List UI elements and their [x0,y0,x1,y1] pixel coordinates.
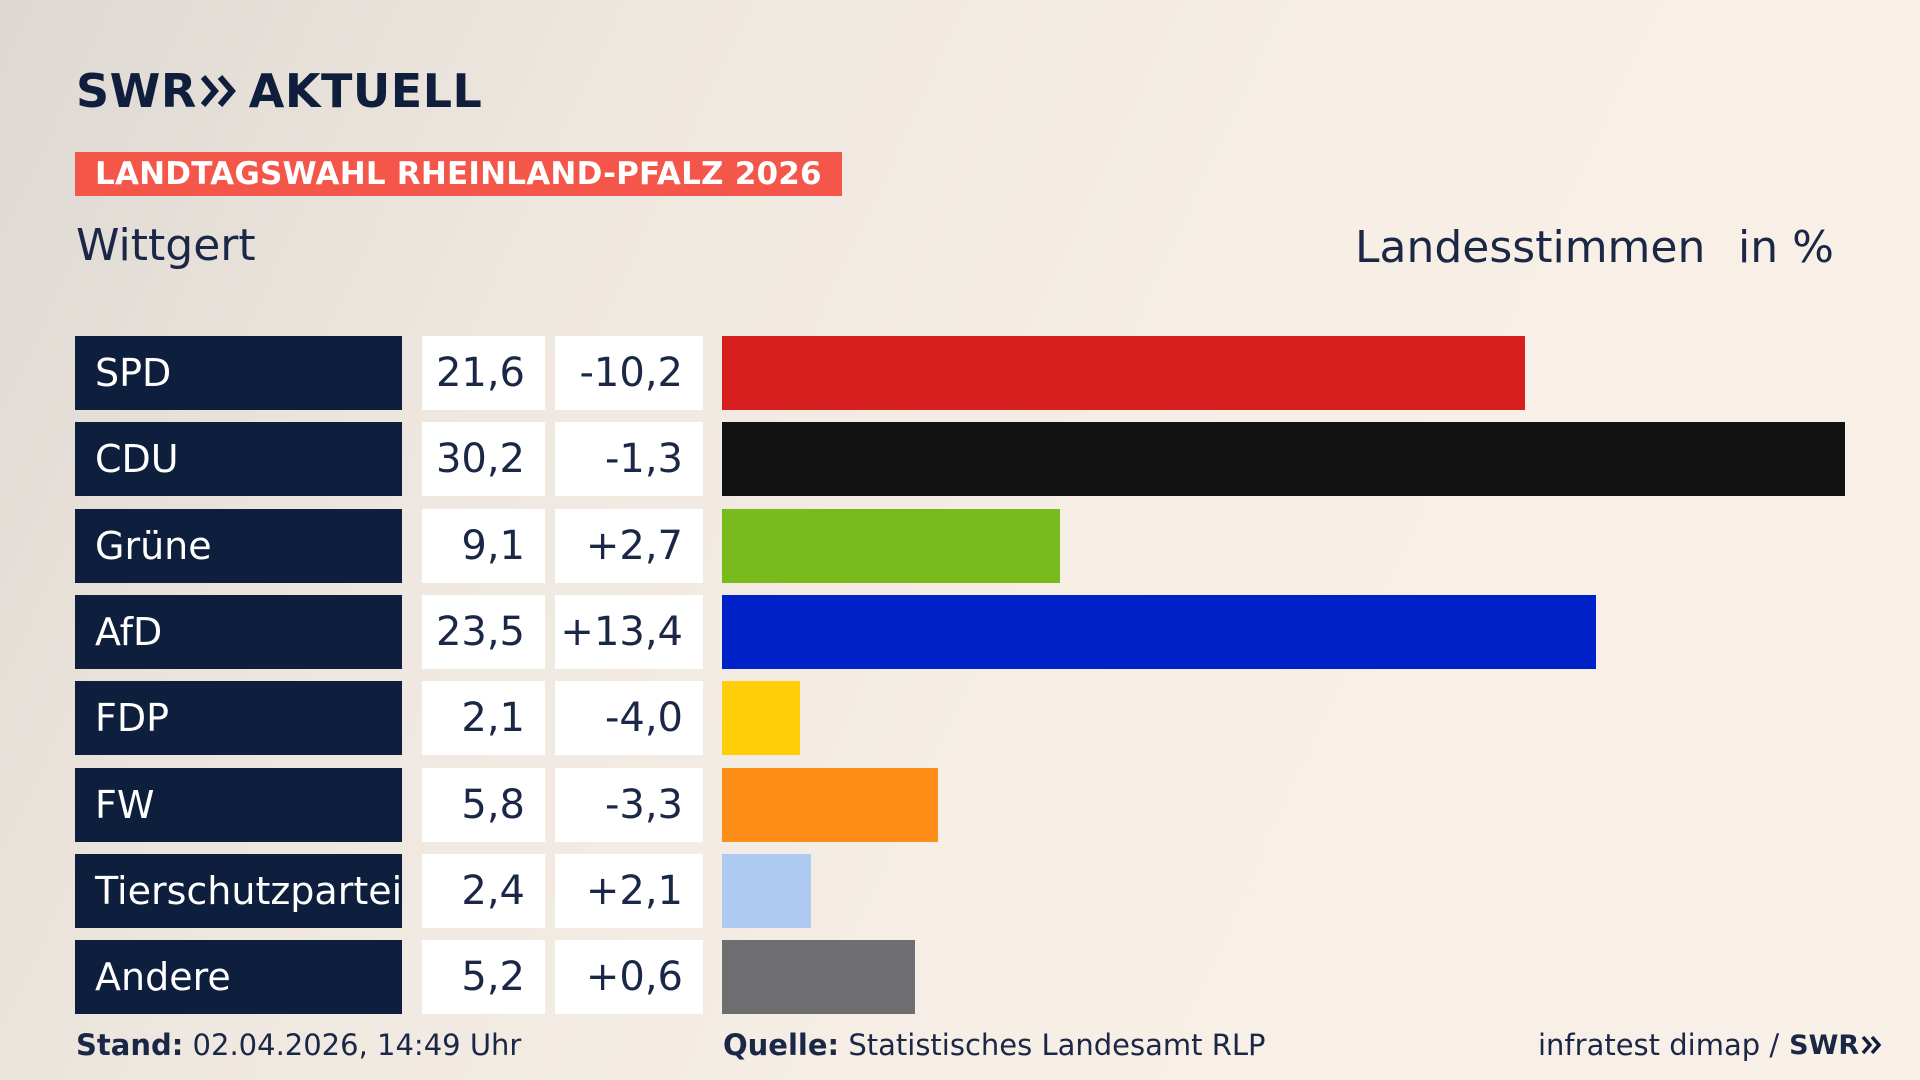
credit-text: infratest dimap / [1538,1028,1780,1062]
double-chevron-icon [1861,1035,1882,1055]
bar [722,336,1526,410]
logo-aktuell-text: AKTUELL [248,64,483,118]
vote-change-value: +13,4 [555,594,703,669]
place-title: Wittgert [76,220,256,271]
vote-change-value: +0,6 [555,940,703,1015]
source-value: Statistisches Landesamt RLP [839,1028,1266,1062]
party-label: FW [75,767,402,842]
bar [722,767,938,842]
stand-label: Stand: [76,1028,184,1062]
party-label: Tierschutzpartei [75,853,402,928]
timestamp: Stand: 02.04.2026, 14:49 Uhr [76,1028,521,1062]
party-label: Andere [75,940,402,1015]
swr-aktuell-logo: SWR AKTUELL [76,64,482,118]
vote-share-value: 9,1 [422,508,545,583]
vote-change-value: +2,7 [555,508,703,583]
election-banner: LANDTAGSWAHL RHEINLAND-PFALZ 2026 [75,152,842,196]
party-label: SPD [75,336,402,410]
bar [722,508,1061,583]
small-logo-text: SWR [1789,1029,1860,1061]
bar [722,594,1596,669]
bar [722,940,916,1015]
vote-share-value: 2,4 [422,853,545,928]
party-label: AfD [75,594,402,669]
vote-change-value: -10,2 [555,336,703,410]
vote-share-value: 23,5 [422,594,545,669]
party-label: Grüne [75,508,402,583]
swr-small-logo: SWR [1789,1030,1883,1061]
vote-share-value: 5,2 [422,940,545,1015]
vote-share-value: 30,2 [422,422,545,497]
bar [722,422,1845,497]
party-label: FDP [75,681,402,756]
bar [722,681,801,756]
vote-change-value: -3,3 [555,767,703,842]
bar [722,853,812,928]
vote-change-value: -1,3 [555,422,703,497]
double-chevron-icon [200,75,236,107]
vote-share-value: 21,6 [422,336,545,410]
party-label: CDU [75,422,402,497]
vote-share-value: 5,8 [422,767,545,842]
source-label: Quelle: [723,1028,840,1062]
logo-swr-text: SWR [76,64,197,118]
unit-header: in % [1738,222,1834,273]
vote-change-value: +2,1 [555,853,703,928]
stand-value: 02.04.2026, 14:49 Uhr [183,1028,522,1062]
source: Quelle: Statistisches Landesamt RLP [723,1028,1266,1062]
vote-change-value: -4,0 [555,681,703,756]
vote-share-value: 2,1 [422,681,545,756]
vote-type-header: Landesstimmen [1355,222,1706,273]
credit: infratest dimap / SWR [1538,1028,1883,1062]
